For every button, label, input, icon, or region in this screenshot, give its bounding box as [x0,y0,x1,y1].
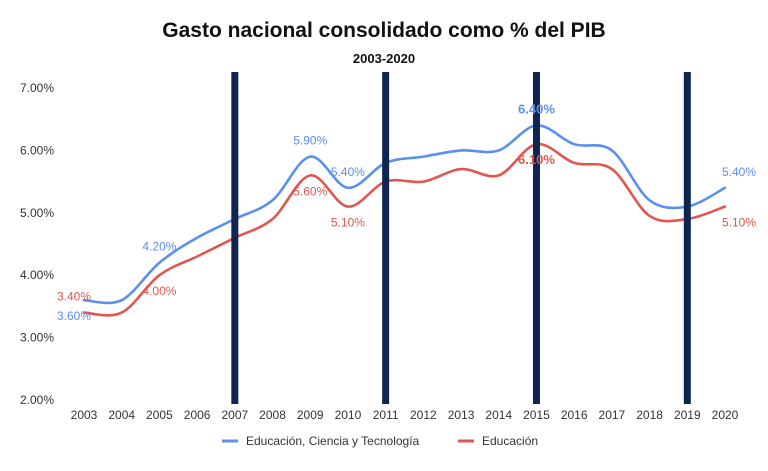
data-label: 3.60% [57,309,91,323]
x-tick-label: 2005 [146,408,173,422]
data-label: 5.60% [293,184,327,198]
x-tick-label: 2003 [71,408,98,422]
y-tick-label: 3.00% [20,331,54,345]
x-tick-label: 2006 [184,408,211,422]
data-label: 6.10% [518,152,555,167]
x-tick-label: 2010 [335,408,362,422]
chart-subtitle: 2003-2020 [353,51,415,66]
series-line-educacion [82,142,727,317]
year-marker-2011 [382,72,390,404]
x-tick-label: 2019 [674,408,701,422]
x-tick-label: 2020 [712,408,739,422]
data-label: 6.40% [518,101,555,116]
x-tick-label: 2013 [448,408,475,422]
data-label: 4.00% [142,284,176,298]
legend-label: Educación, Ciencia y Tecnología [246,434,420,448]
x-tick-label: 2012 [410,408,437,422]
x-tick-label: 2011 [373,408,399,422]
data-label: 5.10% [331,216,365,230]
legend: Educación, Ciencia y Tecnología Educación [222,434,538,448]
y-tick-label: 5.00% [20,206,54,220]
data-label: 5.10% [722,216,756,230]
x-tick-label: 2009 [297,408,324,422]
chart-title: Gasto nacional consolidado como % del PI… [162,19,605,42]
y-tick-label: 6.00% [20,143,54,157]
x-tick-label: 2004 [108,408,135,422]
data-label: 3.40% [57,290,91,304]
year-markers [231,72,691,404]
x-axis: 2003 2004 2005 2006 2007 2008 2009 2010 2011 2012… [71,408,739,422]
x-tick-label: 2016 [561,408,588,422]
y-tick-label: 4.00% [20,268,54,282]
y-tick-label: 7.00% [20,81,54,95]
x-tick-label: 2015 [523,408,550,422]
data-label: 5.90% [293,134,327,148]
plot-lines [82,124,727,317]
series-line-educacion-ciencia-tecnologia [82,124,727,305]
x-tick-label: 2008 [259,408,286,422]
data-label: 5.40% [331,165,365,179]
y-axis: 2.00% 3.00% 4.00% 5.00% 6.00% 7.00% [20,81,54,407]
year-marker-2007 [231,72,239,404]
x-tick-label: 2017 [599,408,626,422]
data-label: 4.20% [142,240,176,254]
x-tick-label: 2018 [636,408,663,422]
x-tick-label: 2007 [221,408,248,422]
y-tick-label: 2.00% [20,393,54,407]
legend-label: Educación [482,434,538,448]
x-tick-label: 2014 [485,408,512,422]
data-label: 5.40% [722,165,756,179]
year-marker-2015 [532,72,540,404]
data-labels: 3.60% 3.40% 4.00% 4.20% 5.90% 5.60% 5.40% 5.10%… [57,101,756,323]
year-marker-2019 [683,72,691,404]
